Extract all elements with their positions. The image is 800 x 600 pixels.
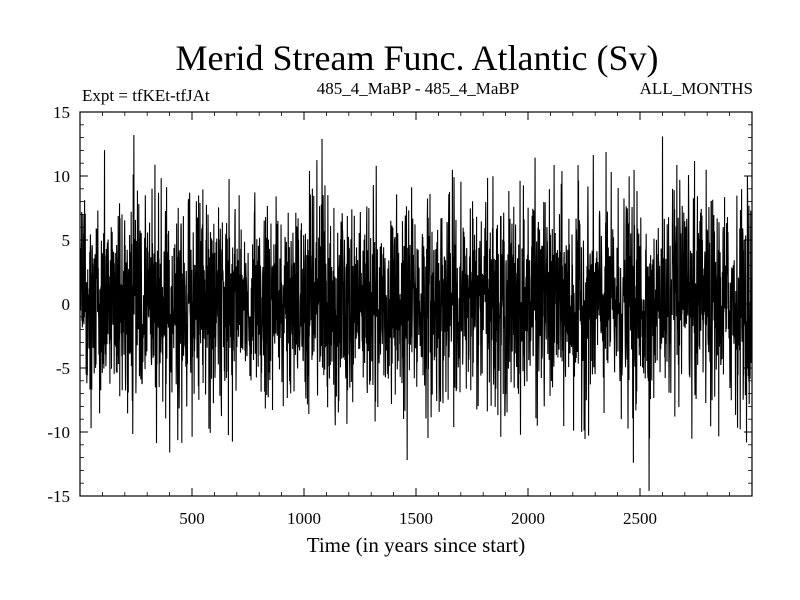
plot-frame — [79, 111, 753, 497]
x-tick-label: 2000 — [511, 509, 545, 528]
months-label: ALL_MONTHS — [640, 79, 753, 98]
y-axis-ticks: 15 10 5 0 -5 -10 -15 — [47, 103, 752, 506]
x-axis-label: Time (in years since start) — [307, 533, 526, 557]
experiment-label: Expt = tfKEt-tfJAt — [82, 86, 210, 105]
y-tick-label: -15 — [47, 487, 70, 506]
y-tick-label: -5 — [56, 359, 70, 378]
series-layer — [79, 135, 753, 491]
x-tick-label: 2500 — [623, 509, 657, 528]
y-tick-label: -10 — [47, 423, 70, 442]
y-tick-label: 5 — [62, 231, 71, 250]
chart-title: Merid Stream Func. Atlantic (Sv) — [176, 38, 659, 78]
y-tick-label: 10 — [53, 167, 70, 186]
y-tick-label: 15 — [53, 103, 70, 122]
series-line — [79, 135, 753, 491]
x-tick-label: 500 — [179, 509, 205, 528]
y-tick-label: 0 — [62, 295, 71, 314]
x-tick-label: 1000 — [287, 509, 321, 528]
x-axis-ticks: 500 1000 1500 2000 2500 — [102, 112, 730, 528]
x-tick-label: 1500 — [399, 509, 433, 528]
period-label: 485_4_MaBP - 485_4_MaBP — [317, 79, 519, 98]
